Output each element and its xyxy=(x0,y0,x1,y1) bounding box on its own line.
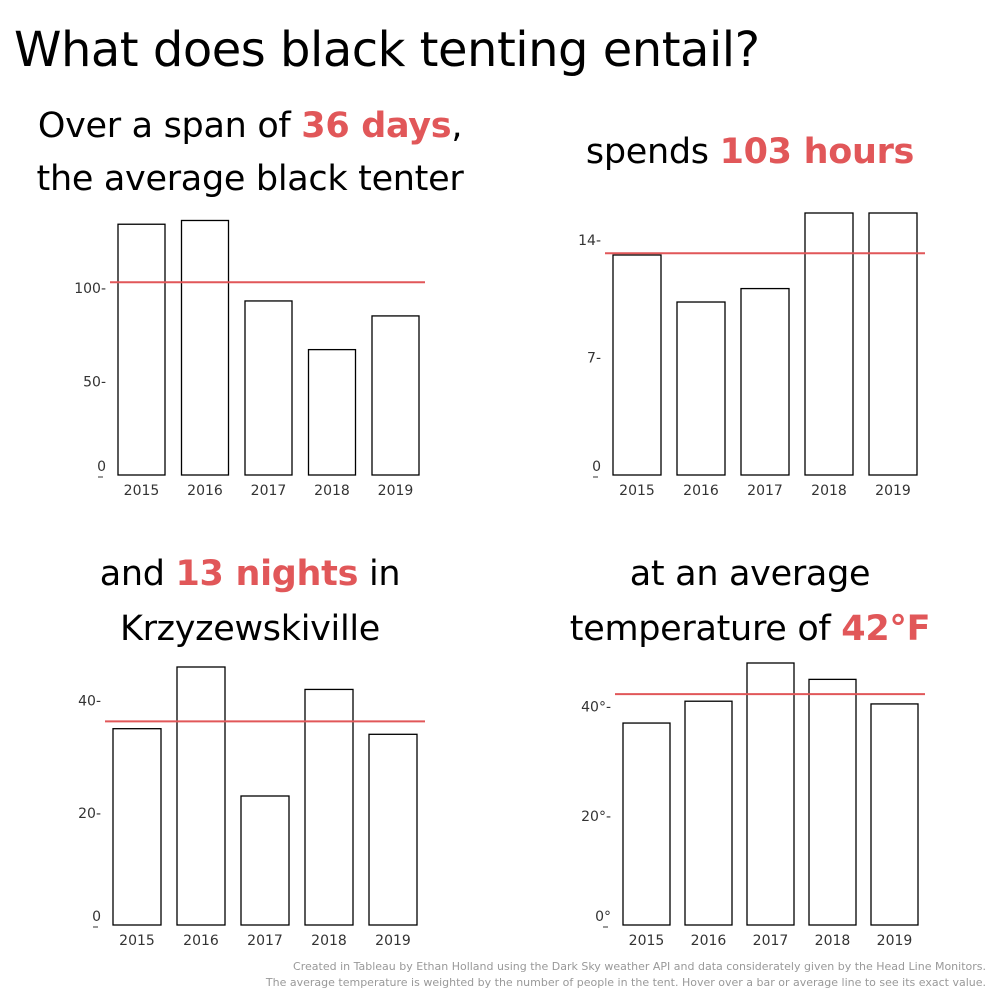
bar-2017[interactable] xyxy=(240,795,290,926)
bar-2016[interactable] xyxy=(676,301,726,476)
hours-panel: spends 103 hours 0 7- 14- 2015 2016 2017 2018 2… xyxy=(500,100,1000,500)
days-title-line1-suffix: , xyxy=(451,106,463,146)
y-tick-label: 100- xyxy=(74,281,106,297)
bar-2019[interactable] xyxy=(870,703,919,926)
footer-credits: Created in Tableau by Ethan Holland usin… xyxy=(266,959,986,991)
bar-2016[interactable] xyxy=(180,219,230,476)
y-tick-label: 50- xyxy=(83,374,106,390)
x-tick-label: 2018 xyxy=(811,483,847,499)
bar-2016[interactable] xyxy=(684,700,733,926)
hours-panel-title: spends 103 hours xyxy=(500,126,1000,179)
temperature-title-prefix: temperature of xyxy=(569,609,842,649)
bar-2019[interactable] xyxy=(368,733,418,926)
x-tick-label: 2016 xyxy=(183,933,219,949)
bar-2017[interactable] xyxy=(740,287,790,476)
x-tick-label: 2016 xyxy=(683,483,719,499)
hours-highlight: 103 hours xyxy=(719,132,915,172)
nights-title-line2: Krzyzewskiville xyxy=(119,609,381,649)
x-tick-label: 2019 xyxy=(378,483,414,499)
hours-title-prefix: spends xyxy=(585,132,720,172)
y-tick-label: 0 xyxy=(92,909,101,925)
days-bar-chart: 0 50- 100- 2015 2016 2017 2018 2019 xyxy=(74,219,425,499)
y-tick-label: 14- xyxy=(578,233,601,249)
nights-title-prefix: and xyxy=(99,554,176,594)
bar-2019[interactable] xyxy=(868,212,918,476)
x-tick-label: 2018 xyxy=(314,483,350,499)
nights-highlight: 13 nights xyxy=(175,554,359,594)
temperature-bar-chart: 0° 20°- 40°- 2015 2016 2017 2018 2019 xyxy=(581,662,925,949)
days-title-line1-prefix: Over a span of xyxy=(37,106,302,146)
y-tick-label: 20°- xyxy=(581,809,611,825)
x-tick-label: 2019 xyxy=(375,933,411,949)
days-panel-title: Over a span of 36 days, xyxy=(0,100,500,153)
bar-2018[interactable] xyxy=(804,212,854,476)
nights-panel: and 13 nights in Krzyzewskiville 0 20- 40-… xyxy=(0,548,500,950)
nights-bar-chart: 0 20- 40- 2015 2016 2017 2018 2019 xyxy=(78,666,425,949)
y-tick-label: 0 xyxy=(97,459,106,475)
footer-line-1: Created in Tableau by Ethan Holland usin… xyxy=(293,960,986,973)
x-tick-label: 2017 xyxy=(251,483,287,499)
nights-title-suffix: in xyxy=(358,554,401,594)
days-highlight: 36 days xyxy=(301,106,452,146)
days-title-line2: the average black tenter xyxy=(36,159,464,199)
bar-2015[interactable] xyxy=(112,728,162,926)
x-tick-label: 2018 xyxy=(311,933,347,949)
bar-2018[interactable] xyxy=(307,348,357,476)
bar-2017[interactable] xyxy=(746,662,795,926)
bar-2015[interactable] xyxy=(612,254,662,476)
bar-2015[interactable] xyxy=(622,722,671,926)
x-tick-label: 2016 xyxy=(187,483,223,499)
footer-line-2: The average temperature is weighted by t… xyxy=(265,976,986,989)
temperature-title-line1: at an average xyxy=(629,554,871,594)
bar-2015[interactable] xyxy=(117,223,166,476)
x-tick-label: 2015 xyxy=(619,483,655,499)
temperature-panel: at an average temperature of 42°F 0° 20°-… xyxy=(500,548,1000,950)
hours-bar-chart: 0 7- 14- 2015 2016 2017 2018 2019 xyxy=(578,212,925,499)
temperature-panel-title: temperature of 42°F xyxy=(500,603,1000,656)
x-tick-label: 2015 xyxy=(119,933,155,949)
bar-2018[interactable] xyxy=(808,678,857,926)
x-tick-label: 2018 xyxy=(815,933,851,949)
y-tick-label: 20- xyxy=(78,806,101,822)
y-tick-label: 7- xyxy=(587,350,601,366)
x-tick-label: 2016 xyxy=(691,933,727,949)
x-tick-label: 2015 xyxy=(629,933,665,949)
bar-2018[interactable] xyxy=(304,688,354,926)
temperature-highlight: 42°F xyxy=(841,609,931,649)
x-tick-label: 2017 xyxy=(247,933,283,949)
y-tick-label: 0° xyxy=(595,909,611,925)
bar-2019[interactable] xyxy=(371,315,420,476)
y-tick-label: 40°- xyxy=(581,700,611,716)
nights-panel-title: and 13 nights in xyxy=(0,548,500,601)
y-tick-label: 40- xyxy=(78,694,101,710)
y-tick-label: 0 xyxy=(592,459,601,475)
bar-2017[interactable] xyxy=(244,300,293,476)
x-tick-label: 2019 xyxy=(877,933,913,949)
x-tick-label: 2017 xyxy=(753,933,789,949)
x-tick-label: 2015 xyxy=(124,483,160,499)
page-title: What does black tenting entail? xyxy=(14,22,760,78)
days-panel: Over a span of 36 days, the average blac… xyxy=(0,100,500,500)
x-tick-label: 2019 xyxy=(875,483,911,499)
x-tick-label: 2017 xyxy=(747,483,783,499)
bar-2016[interactable] xyxy=(176,666,226,926)
